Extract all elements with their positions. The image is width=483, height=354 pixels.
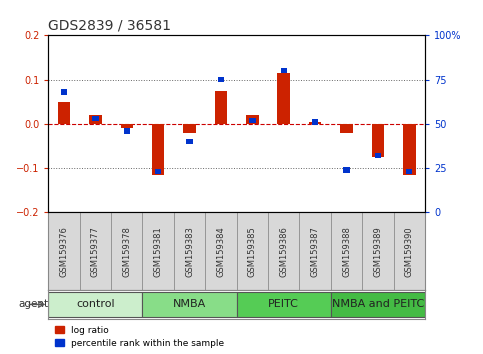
Text: GSM159385: GSM159385: [248, 226, 257, 277]
Text: GSM159376: GSM159376: [59, 226, 69, 277]
Bar: [406, 169, 412, 174]
Bar: [124, 128, 130, 133]
Bar: [268, 212, 299, 290]
Text: GSM159390: GSM159390: [405, 226, 414, 277]
Bar: [331, 292, 425, 317]
Text: GSM159384: GSM159384: [216, 226, 226, 277]
Text: NMBA: NMBA: [173, 299, 206, 309]
Bar: [205, 212, 237, 290]
Text: NMBA and PEITC: NMBA and PEITC: [332, 299, 424, 309]
Bar: [218, 77, 224, 82]
Bar: [80, 212, 111, 290]
Text: GSM159386: GSM159386: [279, 226, 288, 277]
Bar: [174, 212, 205, 290]
Bar: [237, 292, 331, 317]
Bar: [403, 124, 416, 175]
Bar: [89, 115, 102, 124]
Bar: [111, 212, 142, 290]
Bar: [92, 116, 99, 121]
Bar: [394, 212, 425, 290]
Bar: [58, 102, 71, 124]
Bar: [281, 68, 287, 73]
Bar: [48, 212, 80, 290]
Text: GSM159377: GSM159377: [91, 226, 100, 277]
Bar: [61, 89, 67, 95]
Bar: [155, 169, 161, 174]
Text: GSM159389: GSM159389: [373, 226, 383, 277]
Bar: [372, 124, 384, 157]
Bar: [214, 91, 227, 124]
Bar: [237, 212, 268, 290]
Bar: [249, 118, 256, 123]
Text: GDS2839 / 36581: GDS2839 / 36581: [48, 19, 171, 33]
Bar: [186, 139, 193, 144]
Text: GSM159381: GSM159381: [154, 226, 163, 277]
Legend: log ratio, percentile rank within the sample: log ratio, percentile rank within the sa…: [53, 324, 226, 349]
Text: GSM159378: GSM159378: [122, 226, 131, 277]
Bar: [121, 124, 133, 128]
Bar: [246, 115, 259, 124]
Bar: [142, 292, 237, 317]
Bar: [309, 122, 322, 124]
Bar: [375, 153, 381, 159]
Text: agent: agent: [18, 299, 48, 309]
Bar: [142, 212, 174, 290]
Bar: [184, 124, 196, 133]
Text: GSM159387: GSM159387: [311, 226, 320, 277]
Bar: [343, 167, 350, 172]
Text: control: control: [76, 299, 114, 309]
Bar: [152, 124, 164, 175]
Bar: [299, 212, 331, 290]
Bar: [341, 124, 353, 133]
Bar: [362, 212, 394, 290]
Bar: [312, 119, 318, 125]
Bar: [331, 212, 362, 290]
Bar: [48, 292, 142, 317]
Text: GSM159383: GSM159383: [185, 226, 194, 277]
Bar: [277, 73, 290, 124]
Text: GSM159388: GSM159388: [342, 226, 351, 277]
Text: PEITC: PEITC: [269, 299, 299, 309]
